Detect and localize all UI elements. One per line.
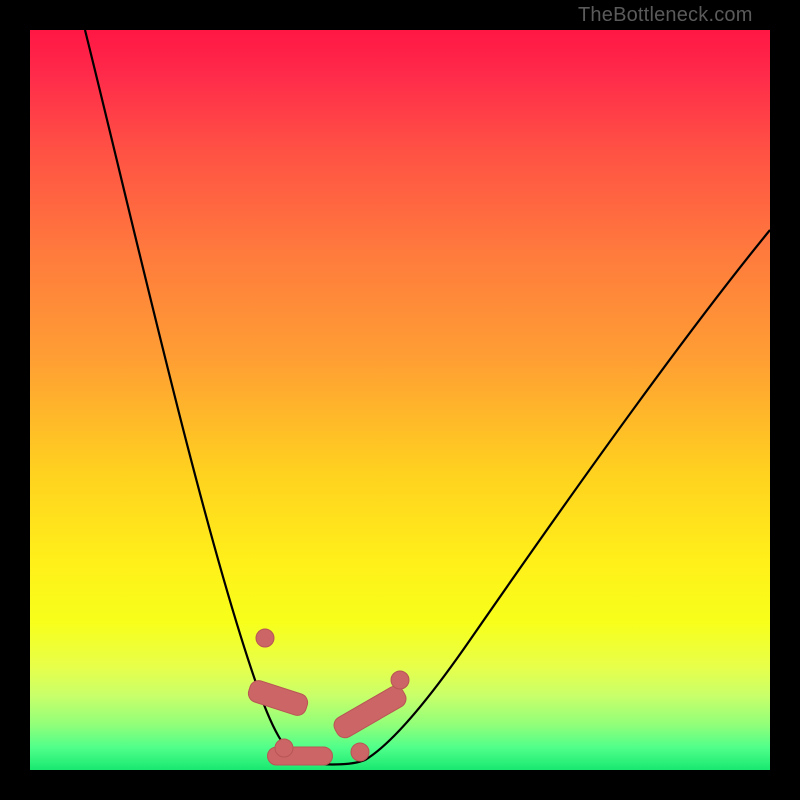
watermark-text: TheBottleneck.com	[578, 4, 753, 27]
plot-area	[30, 30, 770, 770]
gradient-background	[30, 30, 770, 770]
